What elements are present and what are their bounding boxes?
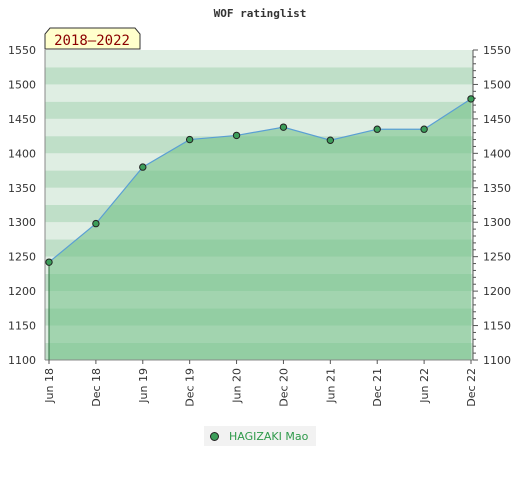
y-tick-label-right: 1500 bbox=[483, 78, 511, 91]
y-tick-label-right: 1300 bbox=[483, 216, 511, 229]
x-tick-label: Jun 21 bbox=[324, 368, 337, 404]
grid-band bbox=[45, 50, 473, 68]
period-badge: 2018–2022 bbox=[44, 27, 141, 50]
y-tick-label-left: 1350 bbox=[8, 182, 36, 195]
x-tick-label: Dec 21 bbox=[371, 368, 384, 407]
y-tick-label-left: 1150 bbox=[8, 320, 36, 333]
chart-title: WOF ratinglist bbox=[214, 7, 307, 20]
data-point bbox=[373, 125, 381, 133]
legend: HAGIZAKI Mao bbox=[204, 426, 317, 446]
grid-band bbox=[45, 67, 473, 85]
y-tick-label-left: 1550 bbox=[8, 44, 36, 57]
x-tick-label: Jun 18 bbox=[43, 368, 56, 404]
x-tick-label: Dec 20 bbox=[277, 368, 290, 407]
y-tick-label-left: 1500 bbox=[8, 78, 36, 91]
x-tick-label: Jun 22 bbox=[418, 368, 431, 404]
x-tick-label: Dec 22 bbox=[465, 368, 478, 407]
data-point bbox=[45, 258, 53, 266]
y-tick-label-left: 1300 bbox=[8, 216, 36, 229]
y-tick-label-right: 1150 bbox=[483, 320, 511, 333]
y-tick-label-right: 1550 bbox=[483, 44, 511, 57]
data-point bbox=[185, 135, 194, 144]
x-tick-label: Jun 19 bbox=[137, 368, 150, 404]
axes: 1100 1100 1150 1150 1200 1200 1250 1250 1300 1300… bbox=[8, 44, 511, 407]
y-tick-label-left: 1200 bbox=[8, 285, 36, 298]
y-tick-label-left: 1250 bbox=[8, 251, 36, 264]
data-point bbox=[279, 123, 288, 131]
y-tick-label-right: 1100 bbox=[483, 354, 511, 367]
data-point bbox=[139, 163, 147, 171]
y-tick-label-left: 1450 bbox=[8, 113, 36, 126]
y-tick-label-left: 1100 bbox=[8, 354, 36, 367]
data-marks bbox=[45, 95, 475, 266]
x-tick-label: Jun 20 bbox=[231, 368, 244, 404]
x-tick-label: Dec 19 bbox=[184, 368, 197, 407]
series-line bbox=[48, 98, 472, 263]
data-point bbox=[420, 125, 428, 133]
y-tick-label-right: 1400 bbox=[483, 147, 511, 160]
y-tick-label-right: 1200 bbox=[483, 285, 511, 298]
y-tick-label-right: 1250 bbox=[483, 251, 511, 264]
legend-label: HAGIZAKI Mao bbox=[229, 429, 309, 443]
grid-band bbox=[45, 84, 473, 102]
y-tick-label-right: 1450 bbox=[483, 113, 511, 126]
data-point bbox=[232, 131, 241, 140]
area-layer bbox=[49, 98, 471, 361]
data-point bbox=[326, 136, 335, 144]
x-tick-label: Dec 18 bbox=[90, 368, 103, 407]
y-tick-label-right: 1350 bbox=[483, 182, 511, 195]
series-area bbox=[49, 98, 471, 361]
legend-marker-icon bbox=[210, 431, 219, 441]
grid-band bbox=[45, 101, 473, 119]
data-point bbox=[467, 95, 475, 103]
y-tick-label-left: 1400 bbox=[8, 147, 36, 160]
period-badge-label: 2018–2022 bbox=[54, 33, 130, 49]
data-point bbox=[92, 219, 100, 228]
